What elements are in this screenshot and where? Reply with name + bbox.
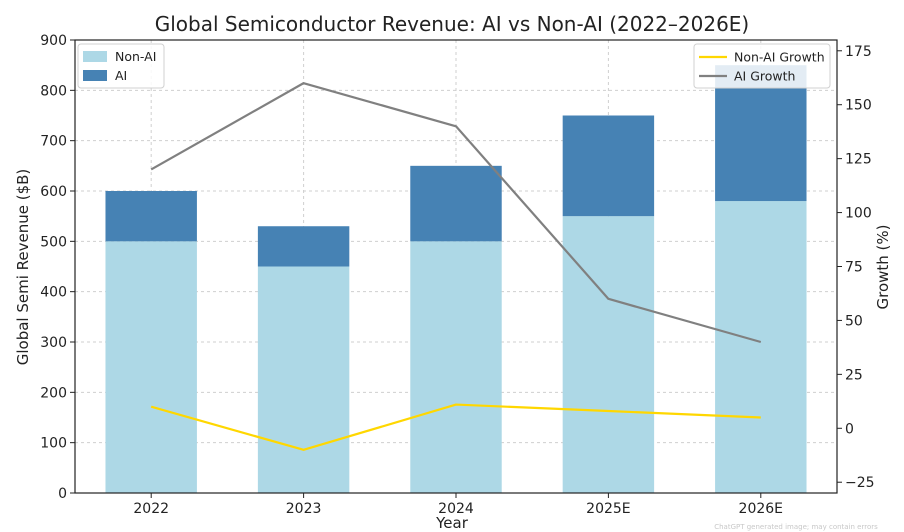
- y-tick-label: 900: [40, 33, 67, 49]
- y-tick-label: 300: [40, 335, 67, 351]
- x-tick-label: 2023: [286, 501, 322, 517]
- legend-label: Non-AI: [115, 49, 156, 64]
- legend-swatch-non-ai: [83, 51, 107, 62]
- bar-ai-2024: [410, 165, 502, 242]
- y-tick-label: 200: [40, 385, 67, 401]
- legend-swatch-ai: [83, 70, 107, 81]
- x-tick-label: 2022: [133, 501, 169, 517]
- y2-tick-label: 150: [845, 98, 872, 114]
- y-tick-label: 0: [58, 486, 67, 502]
- y-tick-label: 600: [40, 184, 67, 200]
- bar-ai-2023: [257, 226, 350, 267]
- y2-axis-label: Growth (%): [874, 224, 892, 309]
- bar-non-ai-2024: [410, 241, 502, 493]
- x-axis-label: Year: [435, 514, 469, 532]
- y-tick-label: 400: [40, 285, 67, 301]
- y2-tick-label: 75: [845, 260, 863, 276]
- y2-tick-label: 175: [845, 44, 872, 60]
- x-tick-label: 2025E: [586, 501, 630, 517]
- axes: 0 100 200 300 400 500 600 700 800 900 −25 0 25 50 75 10…: [40, 33, 874, 517]
- chart-title: Global Semiconductor Revenue: AI vs Non-…: [155, 12, 750, 36]
- line-non-ai-growth: [150, 403, 761, 451]
- y2-tick-label: 50: [845, 313, 863, 329]
- x-tick-label: 2026E: [739, 501, 783, 517]
- line-ai-growth: [150, 82, 762, 344]
- bar-ai-2025e: [562, 115, 655, 217]
- watermark: ChatGPT generated image; may contain err…: [714, 523, 878, 531]
- y2-tick-label: −25: [845, 475, 875, 491]
- legend-label: AI Growth: [734, 69, 795, 84]
- bar-non-ai-2022: [105, 241, 197, 493]
- growth-lines: [150, 82, 762, 451]
- bar-ai-2022: [105, 191, 197, 242]
- legend-label: Non-AI Growth: [734, 50, 825, 65]
- y-tick-label: 500: [40, 234, 67, 250]
- legend-lines: Non-AI Growth AI Growth: [693, 43, 831, 89]
- y-tick-label: 700: [40, 134, 67, 150]
- y-axis-label: Global Semi Revenue ($B): [14, 169, 32, 366]
- y-tick-label: 100: [40, 436, 67, 452]
- y2-tick-label: 0: [845, 421, 854, 437]
- legend-label: AI: [115, 68, 127, 83]
- y-tick-label: 800: [40, 83, 67, 99]
- legend-lines-box: [693, 43, 831, 89]
- y2-tick-label: 125: [845, 152, 872, 168]
- bar-non-ai-2025e: [562, 216, 655, 493]
- bars: [105, 65, 807, 494]
- legend-bars: Non-AI AI: [77, 43, 165, 89]
- x-tick-label: 2024: [438, 501, 474, 517]
- y2-tick-label: 100: [845, 206, 872, 222]
- y2-tick-label: 25: [845, 367, 863, 383]
- bar-non-ai-2026e: [715, 201, 807, 494]
- bar-non-ai-2023: [257, 266, 350, 493]
